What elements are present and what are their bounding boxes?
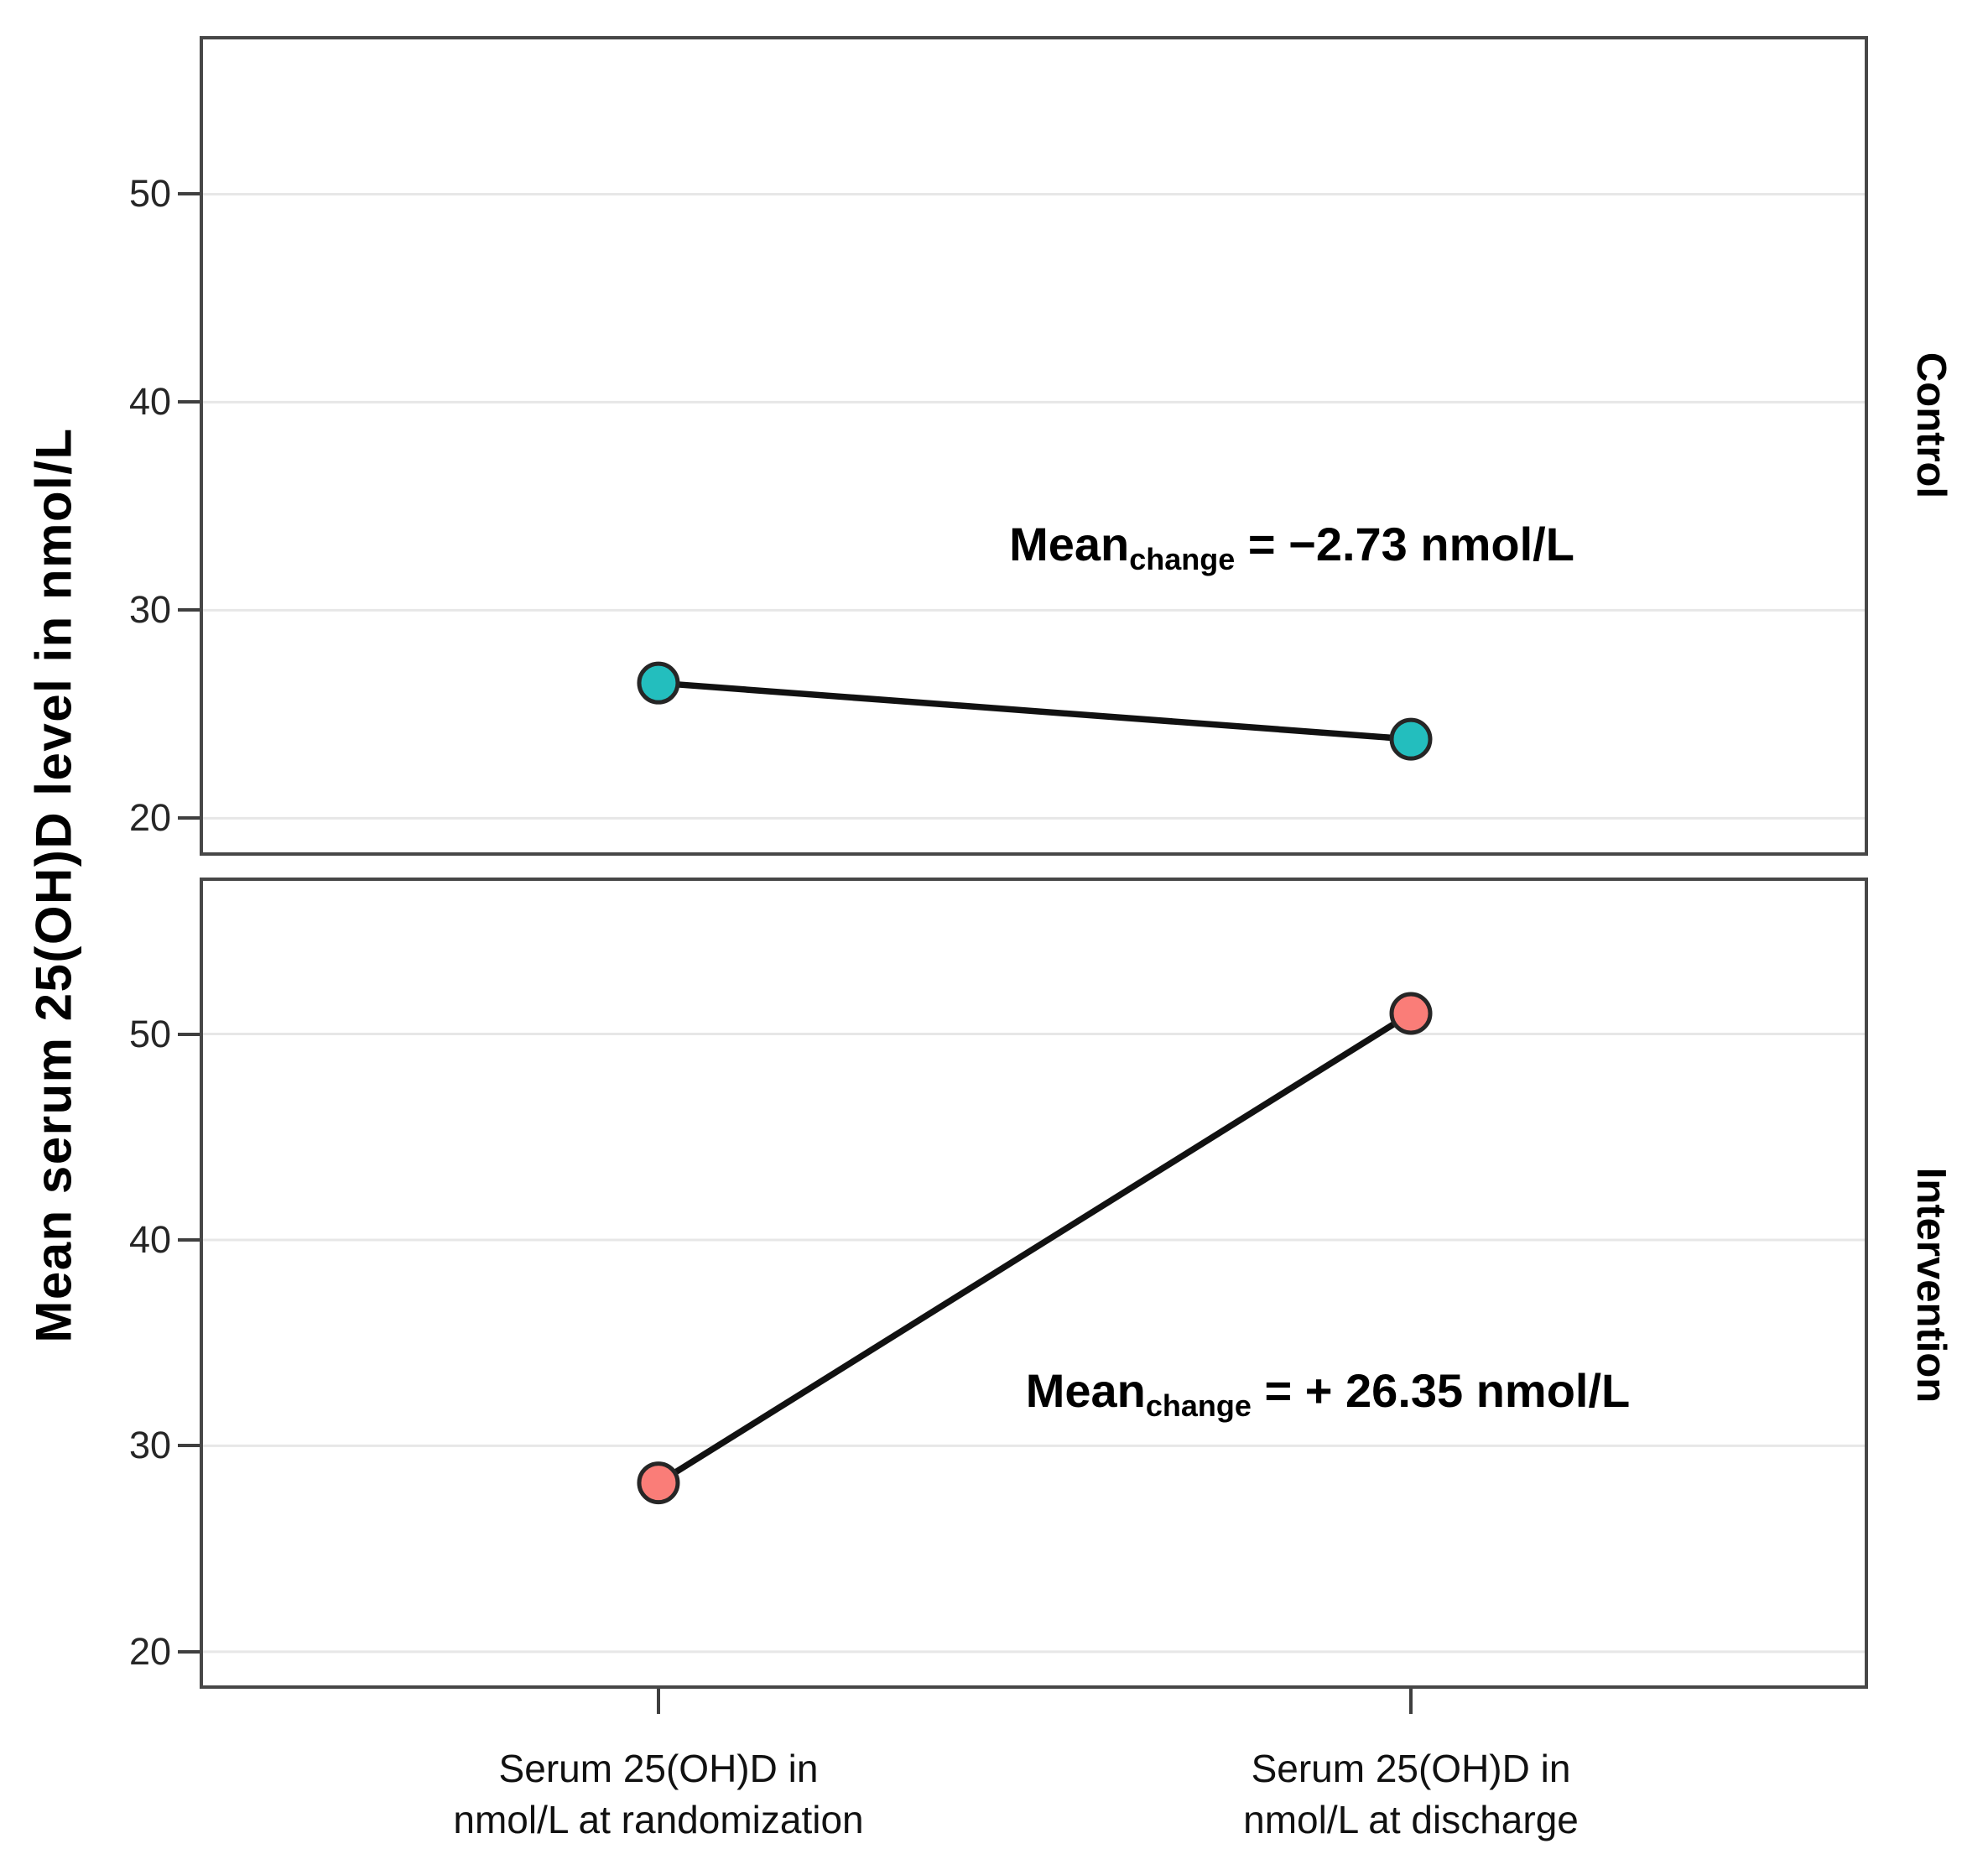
x-tick-label-discharge: Serum 25(OH)D in nmol/L at discharge	[1243, 1743, 1579, 1845]
x-tick-mark	[656, 1689, 660, 1714]
y-tick-mark	[178, 1237, 200, 1242]
x-tick-label-line: Serum 25(OH)D in	[1251, 1747, 1571, 1790]
y-axis-title: Mean serum 25(OH)D level in nmol/L	[25, 427, 82, 1343]
x-tick-mark	[1409, 1689, 1413, 1714]
panel-label-control: Control	[1908, 352, 1954, 499]
x-tick-label-line: nmol/L at discharge	[1243, 1797, 1579, 1841]
panel-intervention: Meanchange = + 26.35 nmol/L	[200, 878, 1868, 1689]
x-tick-label-line: nmol/L at randomization	[453, 1797, 864, 1841]
annotation-main-text: Mean	[1025, 1364, 1146, 1417]
mean-change-annotation-control: Meanchange = −2.73 nmol/L	[1009, 517, 1574, 577]
panel-label-intervention: Intervention	[1908, 1167, 1954, 1404]
x-tick-label-randomization: Serum 25(OH)D in nmol/L at randomization	[453, 1743, 863, 1845]
y-tick-label: 50	[128, 1012, 171, 1055]
y-tick-label: 20	[128, 1629, 171, 1673]
y-tick-label: 30	[128, 588, 171, 632]
y-tick-label: 40	[128, 380, 171, 424]
y-tick-label: 40	[128, 1217, 171, 1261]
y-tick-mark	[178, 192, 200, 196]
mean-change-annotation-intervention: Meanchange = + 26.35 nmol/L	[1026, 1363, 1631, 1424]
x-tick-label-line: Serum 25(OH)D in	[498, 1747, 819, 1790]
annotation-subscript: change	[1145, 1388, 1252, 1423]
y-tick-label: 20	[128, 796, 171, 840]
control-series-plot	[200, 36, 1868, 856]
intervention-series-plot	[200, 878, 1868, 1689]
y-tick-mark	[178, 400, 200, 404]
y-tick-mark	[178, 608, 200, 612]
y-tick-mark	[178, 1649, 200, 1654]
annotation-main-text: Mean	[1009, 518, 1130, 570]
y-tick-label: 30	[128, 1424, 171, 1467]
annotation-value-text: = −2.73 nmol/L	[1235, 518, 1574, 570]
annotation-value-text: = + 26.35 nmol/L	[1251, 1364, 1631, 1417]
y-tick-mark	[178, 1444, 200, 1448]
panel-control: Meanchange = −2.73 nmol/L	[200, 36, 1868, 856]
y-tick-mark	[178, 816, 200, 820]
annotation-subscript: change	[1129, 542, 1236, 576]
y-tick-label: 50	[128, 172, 171, 216]
y-tick-mark	[178, 1032, 200, 1036]
